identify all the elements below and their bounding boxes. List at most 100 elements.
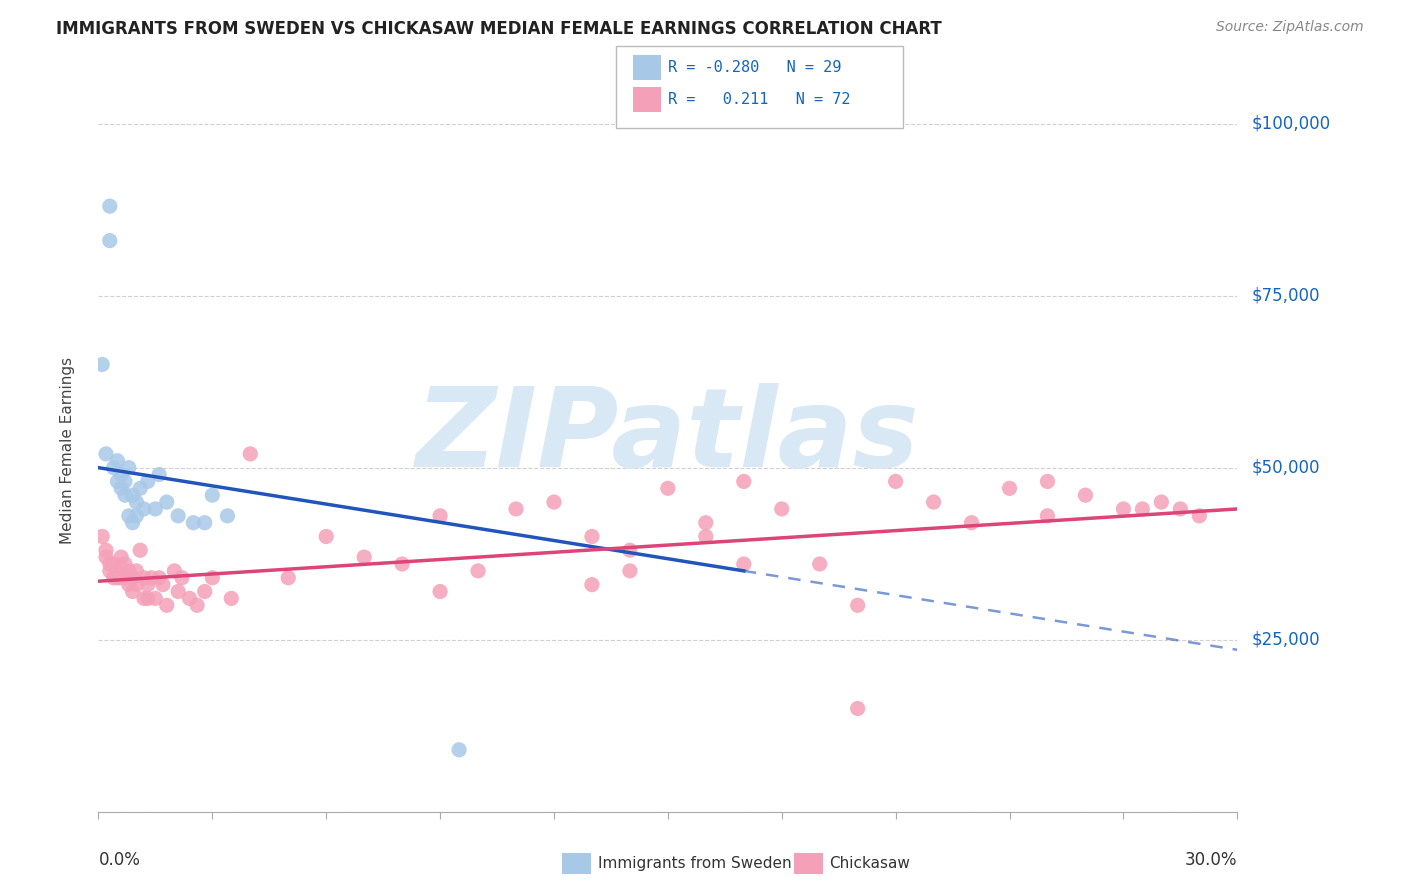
Point bbox=[136, 591, 159, 606]
Point bbox=[118, 460, 141, 475]
Text: Immigrants from Sweden: Immigrants from Sweden bbox=[598, 856, 792, 871]
Text: R = -0.280   N = 29: R = -0.280 N = 29 bbox=[668, 61, 841, 75]
Point bbox=[1074, 488, 1097, 502]
Point bbox=[121, 516, 143, 530]
Point bbox=[136, 577, 159, 591]
Point bbox=[391, 557, 413, 571]
Point bbox=[179, 591, 201, 606]
Point bbox=[543, 495, 565, 509]
Text: ZIPatlas: ZIPatlas bbox=[416, 383, 920, 490]
Point bbox=[1150, 495, 1173, 509]
Point bbox=[129, 481, 152, 495]
Point bbox=[353, 550, 375, 565]
Point bbox=[121, 488, 143, 502]
Point bbox=[125, 564, 148, 578]
Point bbox=[429, 584, 451, 599]
Point bbox=[107, 564, 129, 578]
Point bbox=[167, 584, 190, 599]
Point bbox=[239, 447, 262, 461]
Point bbox=[884, 475, 907, 489]
Point bbox=[156, 495, 179, 509]
Point bbox=[315, 529, 337, 543]
Point bbox=[1170, 502, 1192, 516]
Point bbox=[695, 529, 717, 543]
Point bbox=[107, 475, 129, 489]
Point bbox=[110, 467, 132, 482]
Text: IMMIGRANTS FROM SWEDEN VS CHICKASAW MEDIAN FEMALE EARNINGS CORRELATION CHART: IMMIGRANTS FROM SWEDEN VS CHICKASAW MEDI… bbox=[56, 20, 942, 37]
Point bbox=[1036, 475, 1059, 489]
Point bbox=[183, 516, 205, 530]
Point bbox=[145, 591, 167, 606]
Point bbox=[960, 516, 983, 530]
Point bbox=[846, 701, 869, 715]
Point bbox=[98, 557, 121, 571]
Point bbox=[148, 571, 170, 585]
Point bbox=[808, 557, 831, 571]
Point bbox=[110, 571, 132, 585]
Point bbox=[449, 743, 471, 757]
Text: Chickasaw: Chickasaw bbox=[830, 856, 911, 871]
Point bbox=[91, 358, 114, 372]
Point bbox=[998, 481, 1021, 495]
Point bbox=[581, 529, 603, 543]
Point bbox=[201, 488, 224, 502]
Text: $50,000: $50,000 bbox=[1251, 458, 1320, 476]
Point bbox=[103, 571, 125, 585]
Point bbox=[125, 577, 148, 591]
Point bbox=[619, 543, 641, 558]
Point bbox=[132, 591, 155, 606]
Text: R =   0.211   N = 72: R = 0.211 N = 72 bbox=[668, 93, 851, 107]
Point bbox=[163, 564, 186, 578]
Point bbox=[657, 481, 679, 495]
Point bbox=[107, 571, 129, 585]
Point bbox=[110, 481, 132, 495]
Point bbox=[1188, 508, 1211, 523]
Point bbox=[1132, 502, 1154, 516]
Point bbox=[114, 475, 136, 489]
Point bbox=[132, 571, 155, 585]
Point bbox=[114, 571, 136, 585]
Point bbox=[429, 508, 451, 523]
Point bbox=[103, 557, 125, 571]
Point bbox=[114, 557, 136, 571]
Point bbox=[121, 571, 143, 585]
Point bbox=[118, 564, 141, 578]
Point bbox=[110, 550, 132, 565]
Point bbox=[194, 516, 217, 530]
Point bbox=[733, 557, 755, 571]
Point bbox=[148, 467, 170, 482]
Point bbox=[103, 460, 125, 475]
Point bbox=[136, 475, 159, 489]
Point bbox=[156, 599, 179, 613]
Point bbox=[467, 564, 489, 578]
Point bbox=[107, 454, 129, 468]
Point bbox=[98, 199, 121, 213]
Point bbox=[152, 577, 174, 591]
Text: $100,000: $100,000 bbox=[1251, 114, 1330, 133]
Point bbox=[194, 584, 217, 599]
Point bbox=[125, 508, 148, 523]
Point bbox=[94, 447, 117, 461]
Point bbox=[201, 571, 224, 585]
Text: $75,000: $75,000 bbox=[1251, 286, 1320, 305]
Point bbox=[1112, 502, 1135, 516]
Point bbox=[98, 564, 121, 578]
Point bbox=[141, 571, 163, 585]
Point bbox=[121, 584, 143, 599]
Point bbox=[118, 508, 141, 523]
Point bbox=[132, 502, 155, 516]
Point bbox=[505, 502, 527, 516]
Point bbox=[98, 234, 121, 248]
Point bbox=[733, 475, 755, 489]
Point bbox=[118, 577, 141, 591]
Point bbox=[695, 516, 717, 530]
Point bbox=[125, 495, 148, 509]
Text: 0.0%: 0.0% bbox=[98, 851, 141, 869]
Point bbox=[186, 599, 208, 613]
Point bbox=[581, 577, 603, 591]
Point bbox=[922, 495, 945, 509]
Text: $25,000: $25,000 bbox=[1251, 631, 1320, 648]
Point bbox=[94, 550, 117, 565]
Point bbox=[770, 502, 793, 516]
Point bbox=[167, 508, 190, 523]
